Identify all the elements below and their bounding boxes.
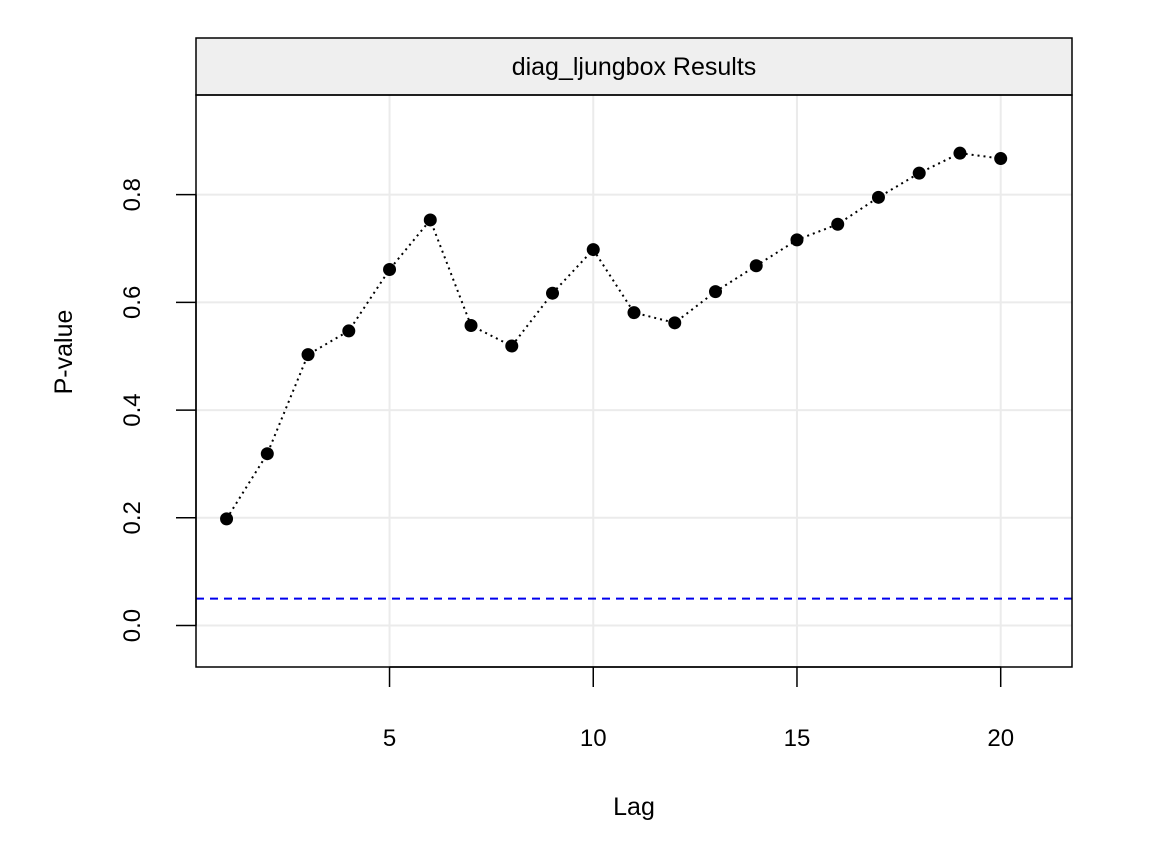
data-point (220, 512, 234, 526)
title-strip (195, 37, 1073, 96)
x-tick-label: 15 (784, 725, 811, 752)
x-tick-label: 10 (580, 725, 607, 752)
chart-title: diag_ljungbox Results (512, 53, 757, 81)
data-point (790, 233, 804, 247)
data-point (464, 319, 478, 333)
y-tick-label: 0.8 (119, 178, 146, 211)
data-point (708, 285, 722, 299)
data-point (383, 263, 397, 277)
data-point (912, 166, 926, 180)
y-tick-label: 0.4 (119, 393, 146, 426)
axes: 5 10 15 20 0.0 0.2 0.4 0.6 0.8 (119, 178, 1014, 752)
data-point (342, 324, 356, 338)
x-tick-label: 20 (987, 725, 1014, 752)
data-point (831, 217, 845, 231)
data-point (871, 190, 885, 204)
series-line (225, 152, 1001, 520)
data-point (749, 259, 763, 273)
data-point (668, 316, 682, 330)
y-tick-label: 0.2 (119, 501, 146, 534)
y-axis-title: P-value (50, 310, 78, 395)
y-tick-label: 0.6 (119, 286, 146, 319)
data-point (260, 447, 274, 461)
data-point (301, 348, 315, 362)
data-point (953, 146, 967, 160)
data-point (505, 339, 519, 353)
data-point (994, 152, 1008, 166)
data-point (423, 213, 437, 227)
x-axis-title: Lag (613, 793, 655, 821)
x-tick-label: 5 (383, 725, 396, 752)
data-point (586, 243, 600, 257)
data-point (627, 306, 641, 320)
grid (196, 95, 1072, 667)
series-layer (220, 146, 1008, 526)
data-point (546, 286, 560, 300)
y-tick-label: 0.0 (119, 609, 146, 642)
